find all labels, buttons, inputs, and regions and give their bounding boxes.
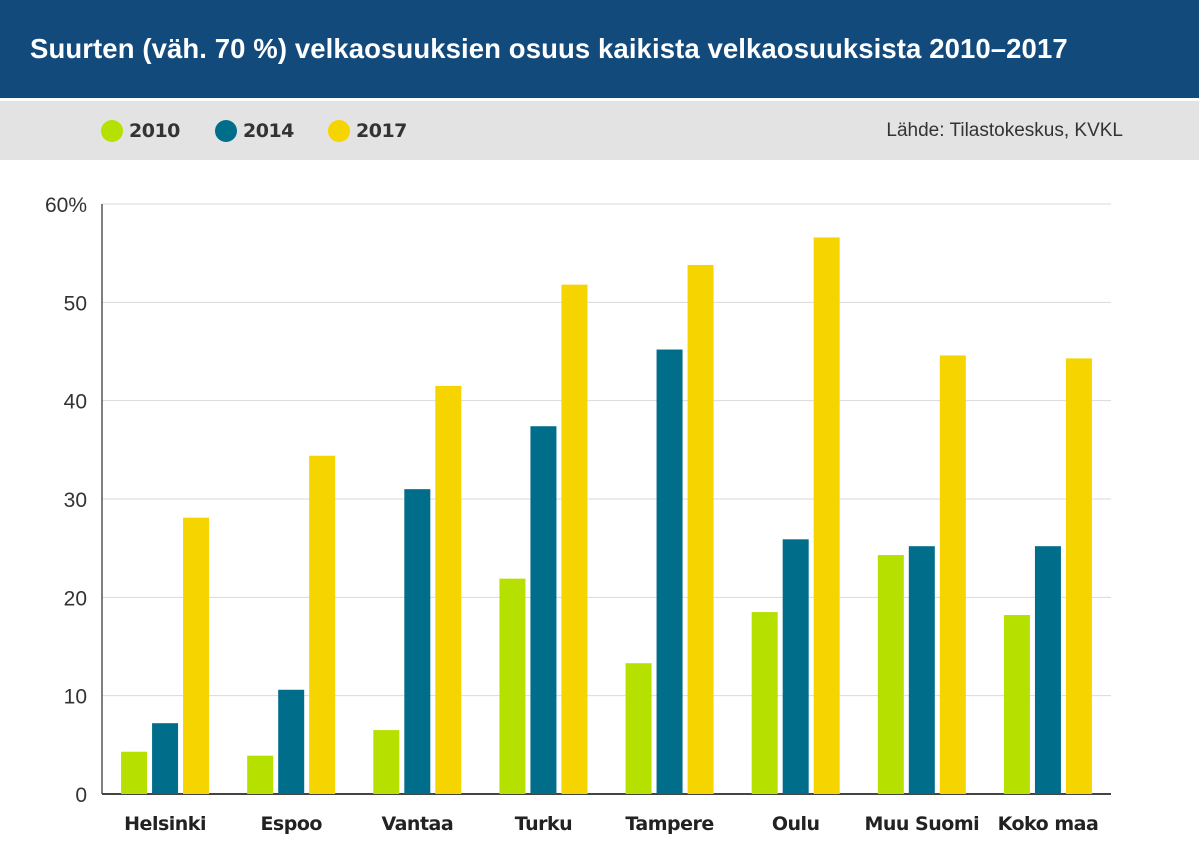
bar-2014-espoo bbox=[278, 689, 305, 794]
bar-chart: 0 10 20 30 40 50 60% Helsinki Espoo Vantaa Turku T… bbox=[45, 194, 1111, 835]
y-tick-label: 60% bbox=[45, 194, 87, 217]
bar-2017-oulu bbox=[813, 237, 840, 794]
bar-2017-koko-maa bbox=[1065, 358, 1092, 794]
bar-2014-vantaa bbox=[404, 489, 431, 794]
legend-swatch-2010 bbox=[101, 119, 123, 142]
bar-2010-tampere bbox=[625, 663, 652, 794]
bar-2014-muu-suomi bbox=[908, 546, 935, 794]
legend-swatch-2017 bbox=[328, 119, 350, 142]
bar-2017-tampere bbox=[687, 264, 714, 794]
x-tick-label: Helsinki bbox=[124, 813, 206, 835]
y-tick-label: 0 bbox=[75, 784, 87, 807]
legend-bar: 2010 2014 2017 Lähde: Tilastokeskus, KVK… bbox=[0, 101, 1199, 160]
x-tick-label: Tampere bbox=[625, 813, 713, 835]
bar-2010-helsinki bbox=[121, 751, 148, 794]
chart-title: Suurten (väh. 70 %) velkaosuuksien osuus… bbox=[0, 0, 1199, 98]
y-tick-label: 20 bbox=[64, 587, 87, 610]
bar-2010-koko-maa bbox=[1003, 615, 1030, 794]
y-tick-label: 30 bbox=[64, 489, 87, 512]
legend-swatch-2014 bbox=[215, 119, 237, 142]
x-tick-label: Koko maa bbox=[998, 813, 1099, 835]
y-tick-label: 40 bbox=[64, 391, 87, 414]
bar-2010-vantaa bbox=[373, 730, 400, 794]
bar-2017-helsinki bbox=[183, 517, 210, 794]
x-tick-label: Oulu bbox=[772, 813, 820, 835]
x-tick-label: Espoo bbox=[260, 813, 322, 835]
y-tick-label: 50 bbox=[64, 292, 87, 315]
x-tick-label: Muu Suomi bbox=[864, 813, 979, 835]
x-axis-ticks: Helsinki Espoo Vantaa Turku Tampere Oulu Muu S… bbox=[124, 813, 1099, 835]
bars bbox=[121, 237, 1092, 794]
bar-2010-espoo bbox=[247, 755, 274, 794]
source-note: Lähde: Tilastokeskus, KVKL bbox=[886, 119, 1123, 141]
bar-2017-espoo bbox=[309, 455, 336, 794]
bar-2010-oulu bbox=[751, 612, 778, 794]
bar-2014-helsinki bbox=[152, 723, 179, 794]
legend-item-2017: 2017 bbox=[328, 101, 407, 160]
legend-label-2010: 2010 bbox=[129, 119, 180, 142]
bar-2010-turku bbox=[499, 578, 526, 794]
bar-2017-vantaa bbox=[435, 385, 462, 794]
legend-item-2014: 2014 bbox=[215, 101, 294, 160]
y-tick-label: 10 bbox=[64, 686, 87, 709]
bar-2014-koko-maa bbox=[1034, 546, 1061, 794]
legend-label-2017: 2017 bbox=[356, 119, 407, 142]
bar-2014-tampere bbox=[656, 349, 683, 794]
bar-2010-muu-suomi bbox=[877, 555, 904, 794]
bar-2014-oulu bbox=[782, 539, 809, 794]
legend-label-2014: 2014 bbox=[243, 119, 294, 142]
bar-2017-turku bbox=[561, 284, 588, 794]
y-axis-ticks: 0 10 20 30 40 50 60% bbox=[45, 194, 87, 807]
x-tick-label: Vantaa bbox=[381, 813, 453, 835]
x-tick-label: Turku bbox=[515, 813, 572, 835]
legend-item-2010: 2010 bbox=[101, 101, 180, 160]
bar-2017-muu-suomi bbox=[939, 355, 966, 794]
bar-2014-turku bbox=[530, 426, 557, 794]
